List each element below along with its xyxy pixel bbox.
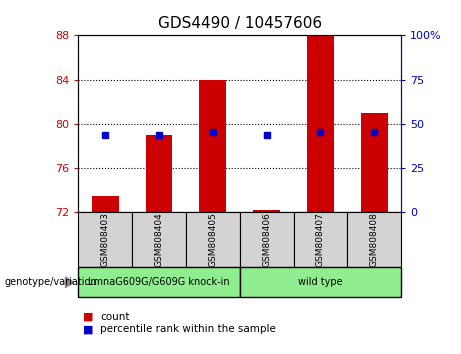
Text: wild type: wild type [298,277,343,287]
Bar [253,210,280,212]
Text: ■: ■ [83,324,94,334]
Text: GSM808407: GSM808407 [316,212,325,267]
Text: LmnaG609G/G609G knock-in: LmnaG609G/G609G knock-in [88,277,230,287]
Text: genotype/variation: genotype/variation [5,277,97,287]
Bar [361,113,388,212]
Text: GSM808403: GSM808403 [101,212,110,267]
Text: GSM808404: GSM808404 [154,212,164,267]
Bar [307,35,334,212]
Text: GSM808408: GSM808408 [370,212,378,267]
Text: GSM808406: GSM808406 [262,212,271,267]
Title: GDS4490 / 10457606: GDS4490 / 10457606 [158,16,322,32]
Bar [199,80,226,212]
Bar [92,196,118,212]
Text: ■: ■ [83,312,94,322]
Text: count: count [100,312,130,322]
Text: percentile rank within the sample: percentile rank within the sample [100,324,277,334]
Text: GSM808405: GSM808405 [208,212,217,267]
Bar [146,135,172,212]
